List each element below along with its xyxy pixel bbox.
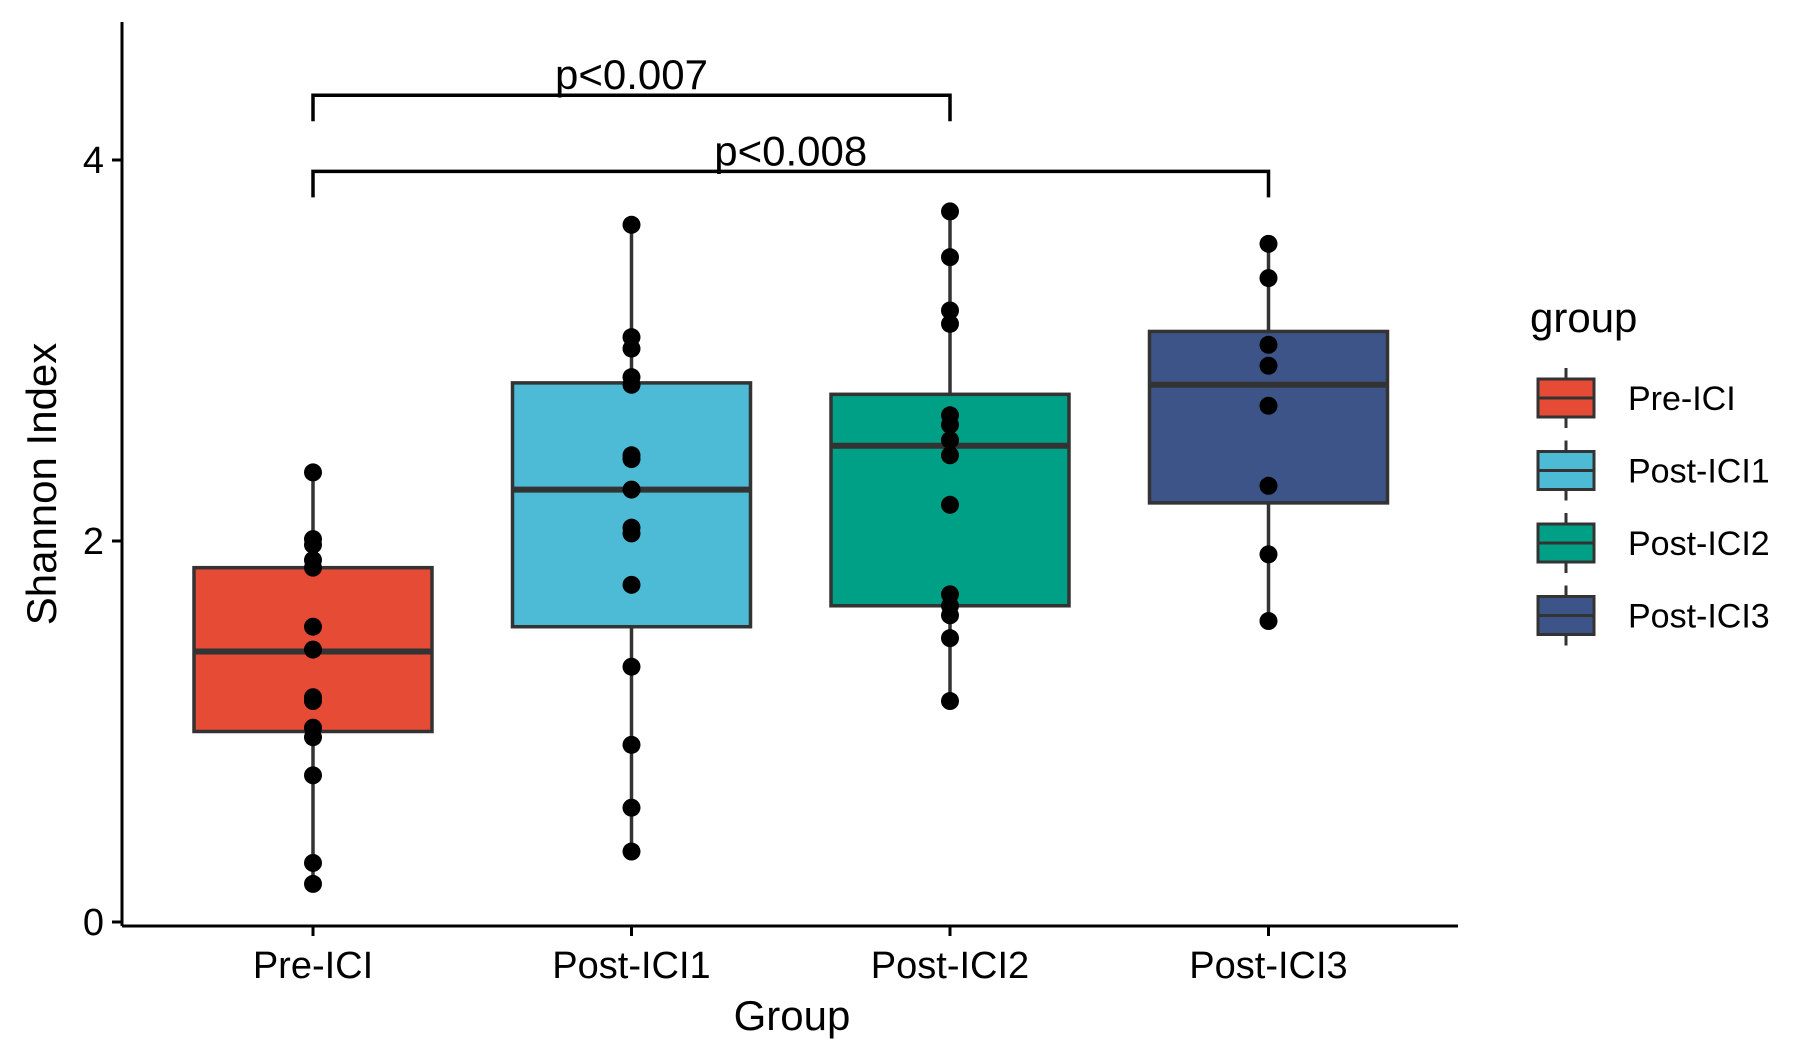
data-point xyxy=(941,248,959,267)
data-point xyxy=(622,798,641,817)
legend-label: Post-ICI1 xyxy=(1628,453,1770,491)
data-point xyxy=(941,629,959,648)
data-point xyxy=(1259,269,1278,288)
data-point xyxy=(622,842,641,861)
data-point xyxy=(941,495,959,514)
data-point xyxy=(622,735,641,754)
legend-title: group xyxy=(1530,294,1637,341)
data-point xyxy=(622,375,641,394)
x-axis-title: Group xyxy=(734,992,851,1039)
data-point xyxy=(941,202,959,221)
data-point xyxy=(1259,476,1278,495)
data-point xyxy=(941,301,959,320)
data-point xyxy=(941,431,959,450)
data-point xyxy=(1259,545,1278,564)
data-point xyxy=(941,314,959,333)
data-point xyxy=(622,657,641,676)
data-point xyxy=(622,524,641,543)
x-tick-label: Pre-ICI xyxy=(253,945,373,987)
data-point xyxy=(304,558,322,577)
box-post-ici3 xyxy=(1147,329,1390,505)
data-point xyxy=(941,446,959,465)
legend-label: Post-ICI2 xyxy=(1628,525,1770,563)
y-tick-label: 0 xyxy=(83,902,104,944)
y-tick-label: 4 xyxy=(83,140,104,182)
data-point xyxy=(622,215,641,234)
data-point xyxy=(304,853,322,872)
data-point xyxy=(622,450,641,469)
data-point xyxy=(304,766,322,785)
significance-label: p<0.008 xyxy=(714,127,867,174)
significance-bracket xyxy=(311,93,952,122)
data-point xyxy=(304,728,322,747)
legend-label: Post-ICI3 xyxy=(1628,598,1770,636)
data-point xyxy=(622,339,641,358)
x-tick-label: Post-ICI3 xyxy=(1189,945,1347,987)
data-point xyxy=(941,692,959,711)
data-point xyxy=(941,415,959,434)
significance-bracket xyxy=(311,169,1271,198)
data-point xyxy=(1259,396,1278,415)
data-point xyxy=(1259,612,1278,631)
x-tick-label: Post-ICI1 xyxy=(552,945,710,987)
data-point xyxy=(622,480,641,499)
data-point xyxy=(622,575,641,594)
data-point xyxy=(1259,356,1278,375)
x-tick-label: Post-ICI2 xyxy=(871,945,1029,987)
data-point xyxy=(304,535,322,554)
data-point xyxy=(1259,234,1278,253)
data-point xyxy=(304,874,322,893)
data-point xyxy=(941,606,959,625)
significance-label: p<0.007 xyxy=(555,51,708,98)
y-axis-title: Shannon Index xyxy=(18,343,65,626)
data-point xyxy=(304,617,322,636)
legend-label: Pre-ICI xyxy=(1628,380,1736,418)
y-tick-label: 2 xyxy=(83,521,104,563)
data-point xyxy=(304,463,322,482)
data-point xyxy=(1259,335,1278,354)
data-point xyxy=(304,640,322,659)
data-point xyxy=(304,692,322,711)
